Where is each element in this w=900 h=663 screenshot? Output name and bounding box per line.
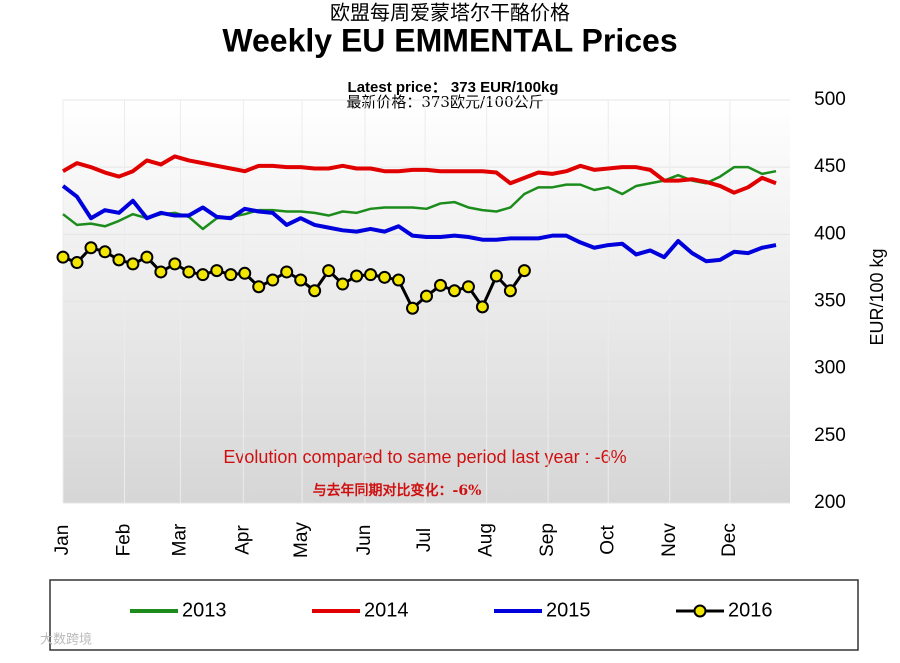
y-axis-label: EUR/100 kg xyxy=(867,248,887,345)
x-tick-label: Jun xyxy=(354,525,375,556)
marker xyxy=(252,280,266,294)
marker xyxy=(210,264,224,278)
legend-label: 2014 xyxy=(364,599,409,621)
marker xyxy=(322,264,336,278)
marker xyxy=(336,277,350,291)
y-tick-label: 400 xyxy=(814,223,846,244)
marker xyxy=(238,266,252,280)
marker xyxy=(224,268,238,282)
legend-box xyxy=(49,579,859,651)
marker xyxy=(406,301,420,315)
marker xyxy=(308,284,322,298)
x-tick-label: Nov xyxy=(659,523,680,557)
marker xyxy=(392,273,406,287)
marker xyxy=(461,280,475,294)
marker xyxy=(350,269,364,283)
x-tick-label: Mar xyxy=(169,523,190,556)
title: Weekly EU EMMENTAL Prices xyxy=(222,22,677,58)
marker xyxy=(364,268,378,282)
marker xyxy=(196,268,210,282)
y-tick-label: 300 xyxy=(814,358,846,379)
legend-marker xyxy=(693,604,707,618)
x-tick-label: Sep xyxy=(537,523,558,557)
marker xyxy=(294,273,308,287)
x-tick-label: Dec xyxy=(719,523,740,557)
x-tick-label: Feb xyxy=(114,524,135,557)
annotation-cn: 与去年同期对比变化：-6% xyxy=(313,482,482,499)
marker xyxy=(517,264,531,278)
marker xyxy=(266,273,280,287)
marker xyxy=(112,253,126,267)
y-tick-label: 450 xyxy=(814,156,846,177)
y-tick-label: 250 xyxy=(814,425,846,446)
y-tick-label: 350 xyxy=(814,291,846,312)
marker xyxy=(84,241,98,255)
marker xyxy=(126,257,140,271)
x-tick-label: Jul xyxy=(414,528,435,552)
x-tick-label: Oct xyxy=(597,525,618,555)
title-cn: 欧盟每周爱蒙塔尔干酪价格 xyxy=(330,1,570,25)
x-tick-label: May xyxy=(291,522,312,558)
marker xyxy=(420,289,433,303)
marker xyxy=(56,250,70,264)
marker xyxy=(154,265,168,279)
series-line xyxy=(61,184,777,264)
watermark: 大数跨境 xyxy=(40,631,92,646)
x-tick-label: Aug xyxy=(476,523,497,557)
marker xyxy=(168,257,182,271)
subtitle-cn: 最新价格：373欧元/100公斤 xyxy=(346,93,543,111)
y-tick-label: 500 xyxy=(814,89,846,110)
y-tick-label: 200 xyxy=(814,492,846,513)
marker xyxy=(489,269,503,283)
marker xyxy=(98,245,112,259)
marker xyxy=(503,284,517,298)
marker xyxy=(182,265,196,279)
legend-label: 2015 xyxy=(546,599,591,621)
marker xyxy=(70,256,84,270)
marker xyxy=(433,278,447,292)
x-tick-label: Apr xyxy=(232,525,253,555)
marker xyxy=(378,270,392,284)
series-line xyxy=(62,154,777,195)
legend-label: 2016 xyxy=(728,599,773,621)
subtitle: Latest price： 373 EUR/100kg xyxy=(348,79,559,96)
legend-label: 2013 xyxy=(182,599,227,621)
marker xyxy=(280,265,294,279)
series-line xyxy=(62,246,526,310)
x-tick-label: Jan xyxy=(52,525,73,556)
marker xyxy=(475,300,489,314)
marker xyxy=(140,250,154,264)
marker xyxy=(447,284,461,298)
